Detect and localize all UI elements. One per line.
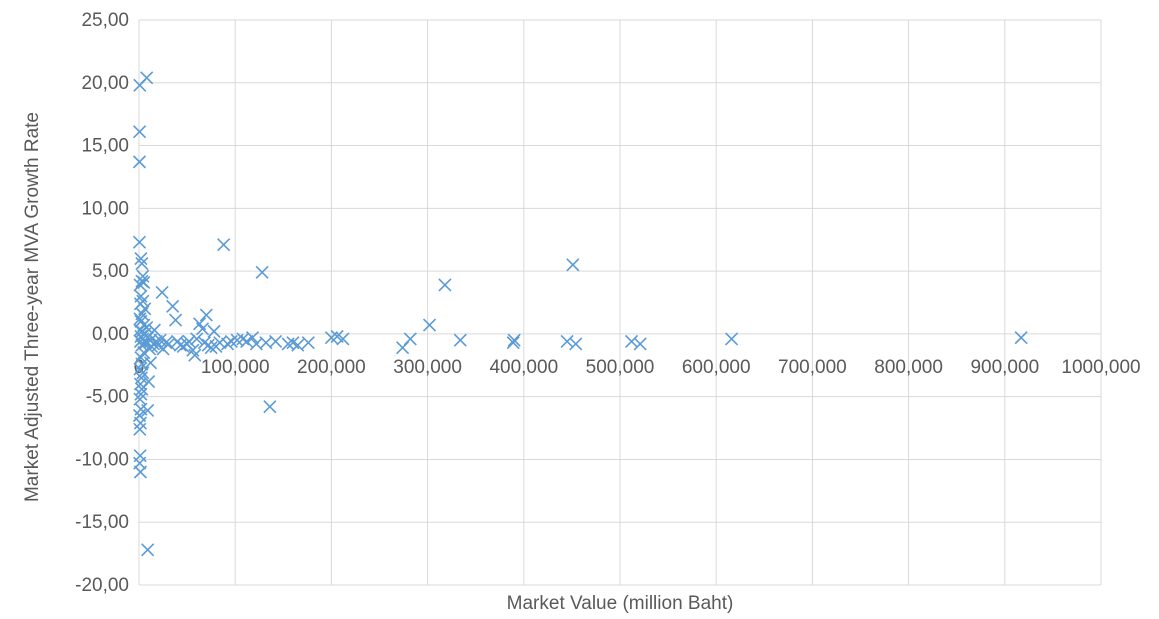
x-tick-label: 700,000 [778, 357, 847, 378]
data-point [1014, 331, 1028, 345]
data-point [560, 334, 574, 348]
data-point [133, 465, 148, 479]
y-axis-tick-labels: -20,00 -15,00 -10,00 -5,00 0,00 5,00 10,00 15,0… [75, 10, 129, 596]
data-point [195, 322, 210, 336]
y-tick-label: 20,00 [81, 73, 129, 94]
data-point [269, 334, 283, 348]
data-point [245, 331, 260, 345]
y-tick-label: 0,00 [92, 324, 129, 345]
data-point [291, 338, 305, 352]
data-point [168, 313, 183, 327]
data-point [633, 337, 647, 351]
data-point [137, 275, 151, 289]
data-point [217, 238, 231, 252]
data-point [133, 422, 147, 436]
data-point [422, 318, 437, 332]
data-point [240, 334, 254, 348]
data-point [141, 403, 155, 418]
data-point [133, 312, 147, 326]
y-tick-label: -20,00 [75, 575, 129, 596]
data-point [155, 285, 169, 300]
data-point [141, 543, 155, 557]
data-point [133, 416, 148, 430]
data-point [453, 333, 467, 347]
x-tick-label: 100,000 [201, 357, 270, 378]
data-point [507, 333, 521, 347]
data-point [159, 336, 173, 350]
data-point [134, 251, 148, 266]
data-point [403, 332, 417, 346]
data-point [133, 278, 147, 292]
data-point [197, 336, 211, 350]
data-points [132, 71, 1028, 557]
x-tick-label: 1000,000 [1061, 357, 1140, 378]
data-point [255, 265, 269, 279]
y-tick-label: 5,00 [92, 261, 129, 282]
data-point [204, 341, 218, 355]
x-tick-label: 800,000 [874, 357, 943, 378]
x-tick-label: 300,000 [393, 357, 462, 378]
data-point [301, 336, 315, 350]
data-point [132, 235, 147, 249]
data-point [182, 334, 196, 348]
data-point [135, 257, 149, 271]
data-point [188, 348, 202, 362]
data-point [438, 278, 452, 292]
data-point [147, 323, 161, 337]
y-tick-label: 25,00 [81, 10, 129, 31]
x-tick-label: 500,000 [586, 357, 655, 378]
y-tick-label: -5,00 [86, 387, 129, 408]
gridlines [138, 19, 1102, 586]
data-point [566, 258, 580, 272]
x-tick-label: 400,000 [489, 357, 558, 378]
y-tick-label: -15,00 [75, 512, 129, 533]
data-point [506, 336, 520, 350]
data-point [725, 332, 739, 346]
data-point [336, 332, 350, 346]
y-axis-title: Market Adjusted Three-year MVA Growth Ra… [22, 112, 43, 502]
data-point [140, 71, 154, 85]
data-point [133, 125, 147, 139]
data-point [263, 400, 277, 414]
y-tick-label: -10,00 [75, 449, 129, 470]
x-axis-title: Market Value (million Baht) [507, 593, 734, 614]
data-point [199, 308, 213, 322]
data-point [142, 375, 156, 389]
x-tick-label: 600,000 [682, 357, 751, 378]
data-point [162, 337, 176, 351]
x-tick-label: 200,000 [297, 357, 366, 378]
y-tick-label: 10,00 [81, 198, 129, 219]
data-point [132, 155, 147, 169]
data-point [220, 337, 235, 351]
x-axis-tick-labels: 0100,000200,000300,000400,000500,000600,… [134, 357, 1141, 378]
data-point [134, 387, 148, 401]
data-point [190, 332, 204, 346]
data-point [207, 324, 221, 338]
data-point [136, 366, 150, 380]
data-point [143, 356, 158, 370]
data-point [166, 299, 180, 313]
data-point [133, 377, 148, 391]
x-tick-label: 900,000 [970, 357, 1039, 378]
data-point [624, 334, 639, 348]
data-point [569, 337, 583, 351]
y-tick-label: 15,00 [81, 136, 129, 157]
